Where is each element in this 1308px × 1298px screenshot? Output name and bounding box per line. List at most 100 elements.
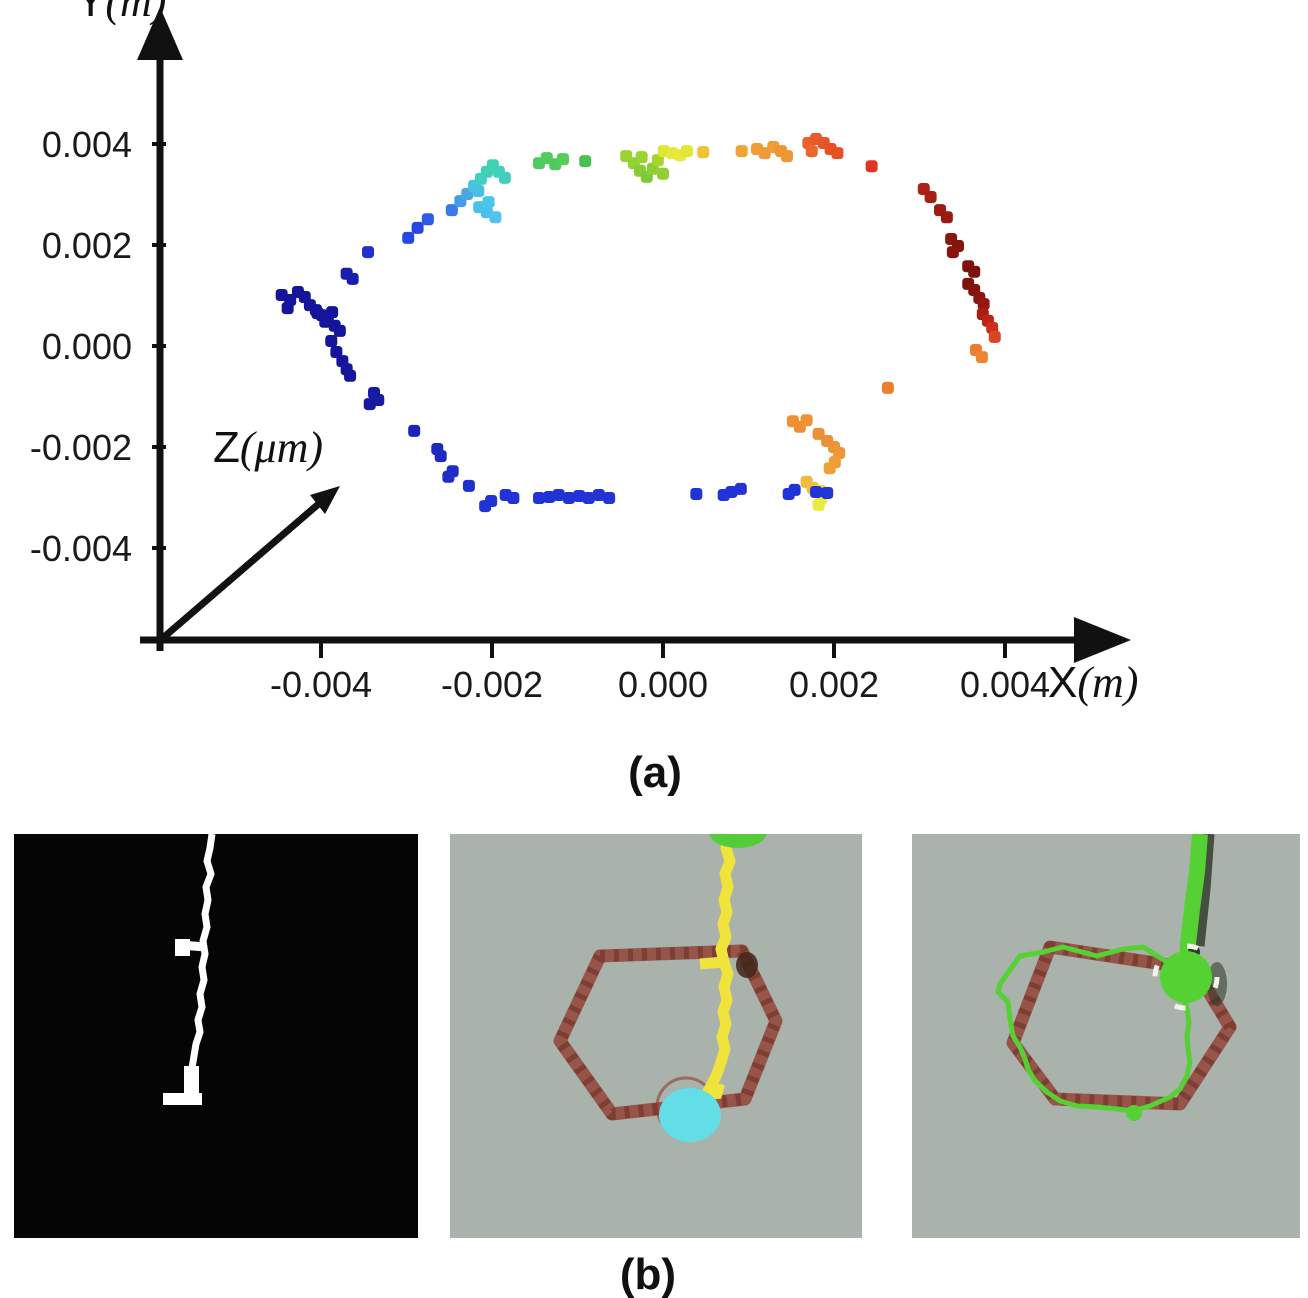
scatter-point xyxy=(603,492,616,505)
scatter-point xyxy=(431,443,444,456)
z-axis-line xyxy=(161,498,325,640)
scatter-point xyxy=(690,487,703,500)
scatter-point xyxy=(562,492,575,505)
shadow-band xyxy=(1193,834,1215,947)
scatter-point xyxy=(582,492,595,505)
scatter-point xyxy=(697,146,710,159)
mask-trajectory-line xyxy=(187,834,216,1079)
scatter-point xyxy=(717,488,730,501)
binary-mask-image xyxy=(14,834,418,1238)
scatter-point xyxy=(421,213,434,226)
x-tick-label: 0.004 xyxy=(960,664,1050,705)
scatter-point xyxy=(326,306,339,319)
mask-foot-horizontal xyxy=(163,1093,202,1105)
green-small-blob xyxy=(1126,1105,1142,1121)
scatter-point xyxy=(833,447,846,460)
x-axis-tick-marks xyxy=(319,641,1007,658)
x-tick-label: -0.002 xyxy=(441,664,543,705)
scatter-point xyxy=(940,211,953,224)
scatter-point xyxy=(657,167,669,180)
scatter-point xyxy=(573,489,586,502)
y-tick-label: 0.004 xyxy=(42,124,132,165)
scatter-point xyxy=(735,145,748,158)
scatter-point xyxy=(924,191,937,204)
y-tick-label: -0.002 xyxy=(30,427,132,468)
scatter-point xyxy=(333,324,346,337)
hexagon-ring xyxy=(553,944,783,1121)
scatter-point xyxy=(635,151,648,164)
micrograph-background xyxy=(912,834,1300,1238)
scatter-point xyxy=(543,490,556,503)
micrograph-yellow-track xyxy=(450,834,862,1238)
scatter-point xyxy=(363,398,376,411)
scatter-point xyxy=(325,334,338,347)
scatter-point xyxy=(482,196,495,209)
scatter-point xyxy=(445,204,458,217)
micrograph-background xyxy=(450,834,862,1238)
scatter-point xyxy=(734,482,747,495)
scatter-point xyxy=(442,470,455,483)
scatter-point xyxy=(810,485,823,498)
scatter-point xyxy=(408,424,421,437)
scatter-point xyxy=(556,153,569,166)
x-axis-tick-labels: -0.004 -0.002 0.000 0.002 0.004 xyxy=(270,664,1050,705)
scatter-point xyxy=(831,147,844,160)
yellow-track-line xyxy=(700,834,736,1099)
scatter-point xyxy=(402,231,415,244)
scatter-point xyxy=(800,414,813,427)
scatter-point xyxy=(311,307,324,320)
scatter-point xyxy=(362,246,375,259)
x-tick-label: -0.004 xyxy=(270,664,372,705)
scatter-point xyxy=(319,315,332,328)
scatter-point xyxy=(344,369,357,382)
x-tick-label: 0.002 xyxy=(789,664,879,705)
scatter-point xyxy=(968,265,981,278)
trajectory-3d-plot: -0.004 -0.002 0.000 0.002 0.004 0.004 0.002 0.… xyxy=(30,0,1139,707)
scatter-point xyxy=(479,500,492,513)
scatter-point xyxy=(281,302,294,315)
caption-b: (b) xyxy=(619,1250,677,1298)
green-endpoint-blob xyxy=(1160,951,1212,1003)
scatter-point xyxy=(812,499,825,512)
trajectory-scatter-points xyxy=(275,132,1001,513)
scatter-point xyxy=(592,488,605,501)
scatter-point xyxy=(975,351,988,364)
scatter-point xyxy=(946,246,959,259)
mask-background xyxy=(14,834,418,1238)
scatter-point xyxy=(552,488,565,501)
y-axis-label: Y(m) xyxy=(76,0,166,26)
scatter-point xyxy=(977,298,990,311)
x-axis-arrowhead xyxy=(1074,617,1131,663)
mask-branch-flag xyxy=(175,939,190,956)
dark-patch xyxy=(736,952,758,978)
x-tick-label: 0.000 xyxy=(618,664,708,705)
y-tick-label: 0.000 xyxy=(42,326,132,367)
scatter-point xyxy=(865,160,878,173)
micrograph-green-track xyxy=(912,834,1300,1238)
scatter-point xyxy=(988,330,1001,343)
y-axis-tick-marks xyxy=(152,142,166,550)
scatter-point xyxy=(805,145,818,158)
y-axis-tick-labels: 0.004 0.002 0.000 -0.002 -0.004 xyxy=(30,124,132,569)
green-trajectory-line xyxy=(995,944,1193,1114)
scatter-point xyxy=(462,479,475,492)
hexagon-ring-speckle xyxy=(554,945,782,1120)
scatter-point xyxy=(499,488,512,501)
scatter-point xyxy=(680,145,693,158)
y-tick-label: -0.004 xyxy=(30,528,132,569)
scatter-point xyxy=(346,272,359,285)
scatter-point xyxy=(579,155,592,168)
scatter-point xyxy=(823,462,836,475)
white-dashed-marker xyxy=(1152,943,1220,1011)
scatter-point xyxy=(489,211,502,224)
scatter-point xyxy=(411,221,424,234)
mask-foot-vertical xyxy=(184,1066,199,1099)
scatter-point xyxy=(780,150,793,163)
cyan-endpoint-marker xyxy=(659,1088,721,1142)
scatter-point xyxy=(533,492,546,505)
scatter-point xyxy=(782,487,795,500)
scatter-point xyxy=(472,184,485,197)
scatter-point xyxy=(881,381,894,394)
caption-a: (a) xyxy=(628,748,682,797)
